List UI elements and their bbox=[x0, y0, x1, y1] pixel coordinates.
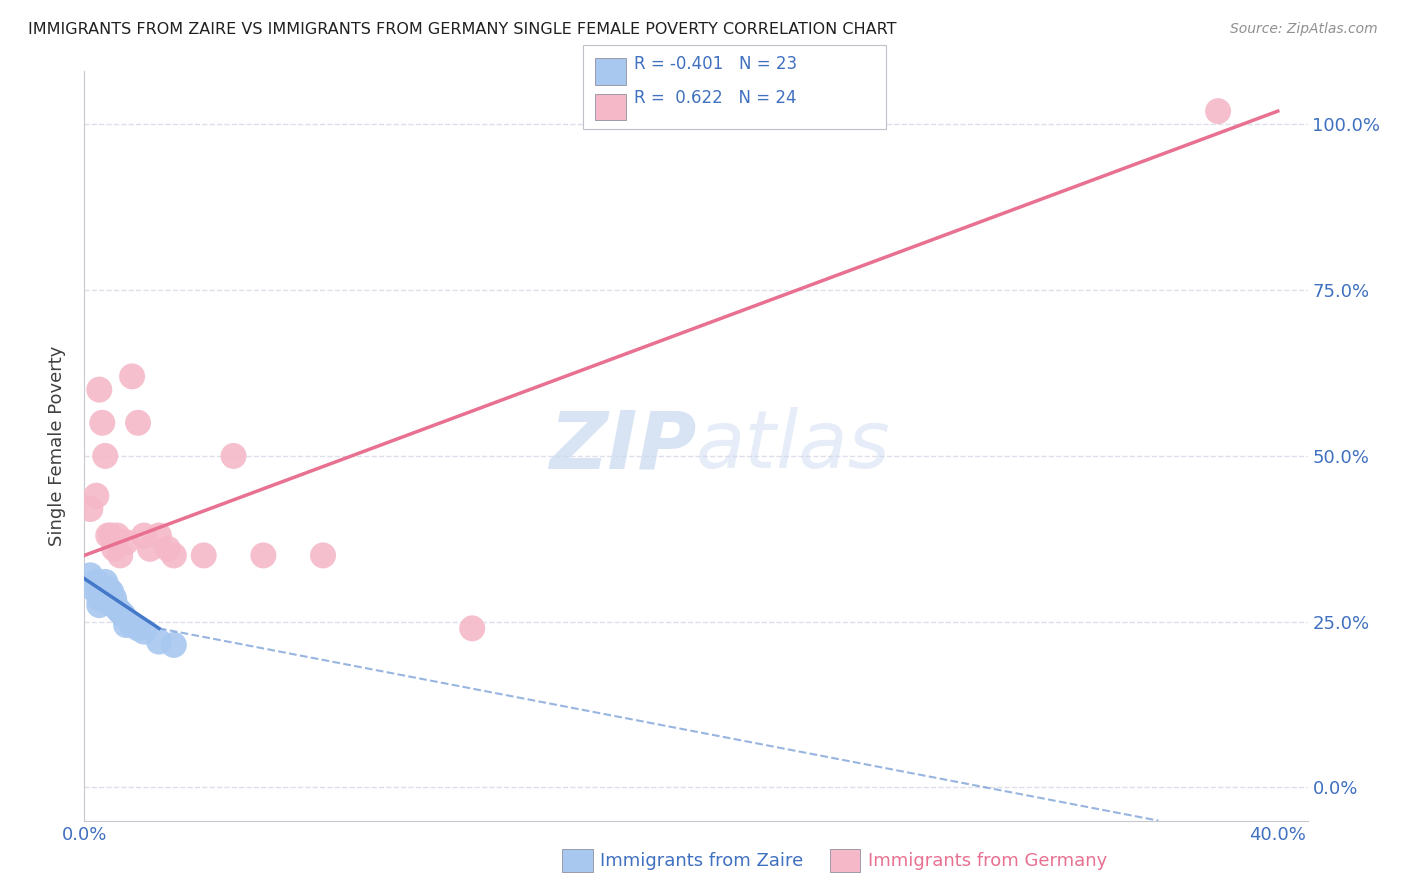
Point bbox=[89, 598, 111, 612]
Text: Source: ZipAtlas.com: Source: ZipAtlas.com bbox=[1230, 22, 1378, 37]
Point bbox=[148, 528, 170, 542]
Point bbox=[115, 618, 138, 632]
Point bbox=[84, 489, 107, 503]
Point bbox=[97, 582, 120, 596]
Point bbox=[127, 621, 149, 635]
Point bbox=[91, 416, 114, 430]
Text: R = -0.401   N = 23: R = -0.401 N = 23 bbox=[634, 55, 797, 73]
Text: Immigrants from Germany: Immigrants from Germany bbox=[868, 852, 1107, 870]
Text: ZIP: ZIP bbox=[548, 407, 696, 485]
Point bbox=[163, 549, 186, 563]
Point bbox=[105, 528, 128, 542]
Point bbox=[84, 574, 107, 589]
Point bbox=[163, 638, 186, 652]
Point bbox=[121, 369, 143, 384]
Point bbox=[148, 634, 170, 648]
Point bbox=[132, 528, 155, 542]
Point bbox=[91, 588, 114, 602]
Point bbox=[82, 582, 104, 596]
Point bbox=[103, 541, 125, 556]
Point bbox=[461, 621, 484, 635]
Text: IMMIGRANTS FROM ZAIRE VS IMMIGRANTS FROM GERMANY SINGLE FEMALE POVERTY CORRELATI: IMMIGRANTS FROM ZAIRE VS IMMIGRANTS FROM… bbox=[28, 22, 897, 37]
Point bbox=[89, 383, 111, 397]
Point bbox=[156, 541, 179, 556]
Point bbox=[312, 549, 335, 563]
Text: R =  0.622   N = 24: R = 0.622 N = 24 bbox=[634, 89, 797, 107]
Point bbox=[252, 549, 274, 563]
Point bbox=[79, 502, 101, 516]
Point bbox=[127, 416, 149, 430]
Text: atlas: atlas bbox=[696, 407, 891, 485]
Point bbox=[97, 595, 120, 609]
Point bbox=[139, 541, 162, 556]
Point bbox=[108, 605, 131, 619]
Point bbox=[79, 568, 101, 582]
Point bbox=[112, 608, 135, 623]
Point bbox=[94, 574, 117, 589]
Point bbox=[105, 601, 128, 615]
Point bbox=[1206, 104, 1229, 119]
Point bbox=[108, 549, 131, 563]
Point bbox=[193, 549, 215, 563]
Point bbox=[100, 528, 122, 542]
Y-axis label: Single Female Poverty: Single Female Poverty bbox=[48, 346, 66, 546]
Point bbox=[103, 598, 125, 612]
Point bbox=[89, 591, 111, 606]
Point bbox=[89, 585, 111, 599]
Point bbox=[121, 618, 143, 632]
Point bbox=[97, 528, 120, 542]
Point bbox=[222, 449, 245, 463]
Point bbox=[115, 535, 138, 549]
Point bbox=[132, 624, 155, 639]
Text: Immigrants from Zaire: Immigrants from Zaire bbox=[600, 852, 804, 870]
Point bbox=[103, 591, 125, 606]
Point bbox=[94, 449, 117, 463]
Point bbox=[100, 585, 122, 599]
Point bbox=[94, 585, 117, 599]
